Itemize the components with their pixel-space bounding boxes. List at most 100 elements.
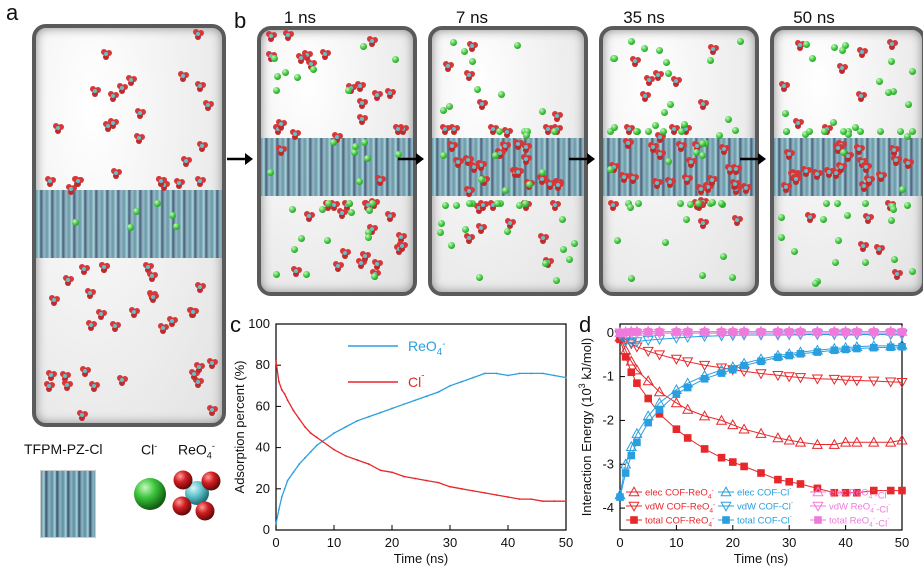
panel-letter-d: d xyxy=(579,312,592,337)
chloride-ion xyxy=(841,42,849,50)
chloride-ion xyxy=(885,89,893,97)
chloride-ion xyxy=(783,128,791,135)
chloride-ion xyxy=(662,239,670,247)
chloride-ion xyxy=(839,46,847,54)
perrhenate-ion xyxy=(836,162,848,174)
perrhenate-ion xyxy=(478,200,490,211)
chloride-ion xyxy=(363,154,371,162)
chloride-ion xyxy=(437,220,445,228)
perrhenate-ion xyxy=(101,49,113,61)
chloride-ion xyxy=(806,128,814,135)
chloride-ion xyxy=(309,65,317,73)
marker-tri-up xyxy=(653,386,666,397)
marker-tri-up xyxy=(811,438,824,449)
x-tick-label: 10 xyxy=(669,535,683,550)
perrhenate-ion xyxy=(853,144,865,156)
data-point xyxy=(275,522,277,525)
marker-square xyxy=(621,469,630,477)
chloride-ion xyxy=(656,46,664,54)
perrhenate-ion xyxy=(686,157,698,169)
perrhenate-ion xyxy=(320,48,332,60)
legend-label: elec COF-ReO4- xyxy=(645,488,714,501)
chloride-ion xyxy=(289,206,297,214)
marker-tri-up xyxy=(755,427,767,438)
perrhenate-ion xyxy=(275,119,287,131)
chloride-ion xyxy=(611,124,619,132)
data-point xyxy=(530,498,533,500)
chloride-ion xyxy=(729,274,737,282)
marker-tri-up xyxy=(794,436,807,447)
chloride-ion xyxy=(298,234,306,242)
perrhenate-ion xyxy=(340,248,352,259)
plot-frame xyxy=(275,323,567,531)
chloride-ion xyxy=(437,229,445,237)
marker-square xyxy=(785,328,793,336)
perrhenate-ion xyxy=(180,156,192,168)
chloride-ion xyxy=(677,128,685,135)
marker-tri-up xyxy=(727,418,739,430)
data-point xyxy=(278,380,280,383)
chloride-ion xyxy=(640,44,648,52)
data-point xyxy=(460,487,463,490)
perrhenate-ion xyxy=(290,128,302,140)
marker-square xyxy=(621,328,630,337)
legend-label: total COF-Cl- xyxy=(737,513,792,527)
marker-square xyxy=(830,346,839,355)
chloride-ion xyxy=(473,85,481,93)
data-point xyxy=(315,444,318,447)
perrhenate-ion xyxy=(177,70,189,82)
perrhenate-ion xyxy=(110,320,122,332)
legend-label: ReO4- xyxy=(408,338,446,358)
chloride-ion xyxy=(811,279,819,287)
chart-c-adsorption: 0 10 20 30 40 50 0 20 40 60 80 100 Time (ns) Adsorpti… xyxy=(232,316,573,566)
marker-square xyxy=(814,516,822,524)
perrhenate-ion xyxy=(52,123,64,135)
perrhenate-ion xyxy=(88,380,100,392)
marker-square xyxy=(683,328,692,336)
chloride-ion xyxy=(709,198,717,206)
marker-square xyxy=(886,486,895,495)
marker-square xyxy=(886,328,895,336)
x-tick-label: 30 xyxy=(443,535,457,550)
marker-square xyxy=(672,328,681,336)
marker-square xyxy=(627,451,636,460)
chloride-ion xyxy=(461,225,469,233)
perrhenate-ion xyxy=(372,258,384,270)
chloride-ion xyxy=(877,128,885,135)
marker-tri-down xyxy=(653,350,666,361)
chloride-ion xyxy=(514,41,522,49)
perrhenate-ion xyxy=(146,271,158,283)
perrhenate-ion xyxy=(275,144,287,156)
perrhenate-ion xyxy=(86,319,98,331)
marker-square xyxy=(774,353,782,362)
chloride-ion xyxy=(706,57,714,65)
chloride-ion xyxy=(494,200,502,207)
data-point xyxy=(553,500,556,503)
perrhenate-ion xyxy=(207,405,219,417)
data-point xyxy=(333,432,335,435)
perrhenate-ion xyxy=(729,179,741,191)
perrhenate-ion xyxy=(463,185,475,197)
y-tick-label: 0 xyxy=(607,325,614,340)
perrhenate-ion xyxy=(62,275,74,287)
x-tick-label: 40 xyxy=(838,535,852,550)
chloride-ion xyxy=(365,233,373,241)
chloride-ion xyxy=(834,236,842,244)
marker-tri-down xyxy=(698,360,711,372)
x-tick-label: 30 xyxy=(782,535,796,550)
perrhenate-ion xyxy=(59,370,71,382)
perrhenate-ion xyxy=(623,138,635,150)
perrhenate-ion xyxy=(462,154,474,166)
chloride-ion xyxy=(497,90,505,98)
perrhenate-ion xyxy=(46,370,58,382)
perrhenate-ion xyxy=(395,231,407,243)
marker-tri-down xyxy=(794,373,807,384)
chloride-ion xyxy=(350,149,358,157)
chloride-ion xyxy=(559,245,567,253)
marker-tri-up xyxy=(772,432,784,443)
legend-label: vdW COF-Cl- xyxy=(737,499,793,513)
chloride-ion xyxy=(664,157,672,165)
perrhenate-ion xyxy=(452,157,464,169)
chloride-ion xyxy=(542,259,550,267)
perrhenate-ion xyxy=(891,269,903,281)
